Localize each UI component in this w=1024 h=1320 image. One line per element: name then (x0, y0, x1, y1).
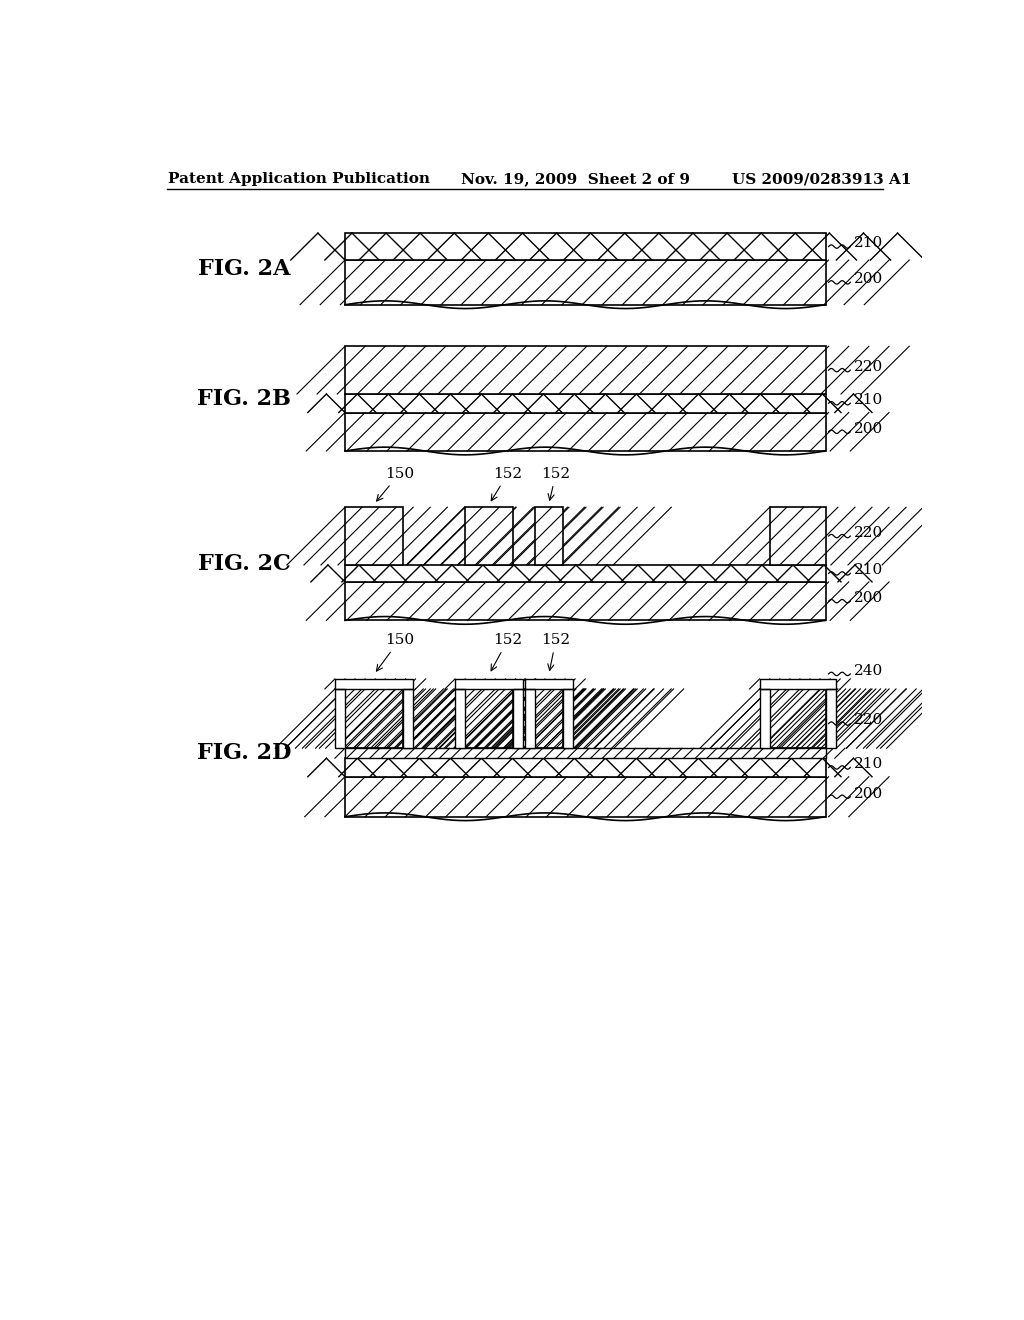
Bar (403, 689, 414, 748)
Text: FIG. 2D: FIG. 2D (197, 742, 292, 764)
Bar (403, 689, 414, 748)
Bar (760, 678, 836, 689)
Text: Nov. 19, 2009  Sheet 2 of 9: Nov. 19, 2009 Sheet 2 of 9 (461, 173, 690, 186)
Text: 210: 210 (854, 758, 884, 771)
Bar (760, 678, 836, 689)
Text: 152: 152 (542, 467, 570, 500)
Bar (825, 689, 836, 748)
Bar (335, 678, 414, 689)
Bar (345, 748, 825, 758)
Bar (455, 689, 465, 748)
Bar (455, 678, 523, 689)
Bar (513, 689, 523, 748)
Text: FIG. 2A: FIG. 2A (198, 257, 291, 280)
Text: FIG. 2B: FIG. 2B (198, 388, 291, 409)
Text: 200: 200 (854, 272, 884, 286)
Bar (465, 507, 513, 565)
Bar (345, 260, 825, 305)
Bar (345, 748, 825, 758)
Bar (345, 776, 825, 817)
Bar (535, 689, 563, 748)
Text: 150: 150 (377, 467, 414, 502)
Bar (513, 689, 523, 748)
Text: 220: 220 (854, 714, 884, 727)
Text: 220: 220 (854, 525, 884, 540)
Bar (345, 748, 825, 758)
Bar (345, 689, 403, 748)
Bar (345, 507, 403, 565)
Bar (760, 678, 836, 689)
Text: 210: 210 (854, 564, 884, 577)
Bar (345, 689, 403, 748)
Text: 210: 210 (854, 393, 884, 407)
Bar (524, 689, 535, 748)
Text: 210: 210 (854, 236, 884, 251)
Bar (345, 758, 825, 776)
Bar (760, 689, 770, 748)
Bar (403, 689, 414, 748)
Bar (345, 565, 825, 582)
Text: Patent Application Publication: Patent Application Publication (168, 173, 430, 186)
Text: 152: 152 (492, 467, 522, 500)
Bar (345, 582, 825, 620)
Bar (524, 678, 572, 689)
Text: 152: 152 (542, 634, 570, 671)
Bar (345, 260, 825, 305)
Bar (335, 689, 345, 748)
Text: 200: 200 (854, 421, 884, 436)
Text: US 2009/0283913 A1: US 2009/0283913 A1 (732, 173, 912, 186)
Bar (760, 689, 770, 748)
Text: 150: 150 (377, 634, 414, 671)
Bar (770, 507, 825, 565)
Bar (345, 346, 825, 395)
Text: 200: 200 (854, 787, 884, 801)
Bar (770, 689, 825, 748)
Bar (524, 689, 535, 748)
Bar (825, 689, 836, 748)
Bar (770, 507, 825, 565)
Bar (455, 689, 465, 748)
Bar (524, 678, 572, 689)
Bar (535, 507, 563, 565)
Bar (345, 507, 403, 565)
Bar (524, 678, 572, 689)
Bar (345, 413, 825, 451)
Bar (335, 689, 345, 748)
Bar (345, 234, 825, 260)
Bar (760, 689, 770, 748)
Bar (535, 689, 563, 748)
Bar (335, 689, 345, 748)
Bar (465, 689, 513, 748)
Bar (563, 689, 572, 748)
Bar (524, 689, 535, 748)
Text: 240: 240 (854, 664, 884, 678)
Bar (455, 678, 523, 689)
Bar (345, 346, 825, 395)
Text: 152: 152 (492, 634, 522, 671)
Bar (770, 689, 825, 748)
Text: 200: 200 (854, 591, 884, 605)
Bar (335, 678, 414, 689)
Bar (345, 565, 825, 582)
Text: 220: 220 (854, 360, 884, 374)
Bar (465, 507, 513, 565)
Bar (465, 689, 513, 748)
Bar (345, 395, 825, 413)
Bar (345, 395, 825, 413)
Text: FIG. 2C: FIG. 2C (198, 553, 291, 574)
Bar (455, 678, 523, 689)
Bar (513, 689, 523, 748)
Bar (345, 582, 825, 620)
Bar (563, 689, 572, 748)
Bar (335, 678, 414, 689)
Bar (345, 234, 825, 260)
Bar (345, 758, 825, 776)
Bar (455, 689, 465, 748)
Bar (563, 689, 572, 748)
Bar (825, 689, 836, 748)
Bar (345, 413, 825, 451)
Bar (535, 507, 563, 565)
Bar (345, 776, 825, 817)
